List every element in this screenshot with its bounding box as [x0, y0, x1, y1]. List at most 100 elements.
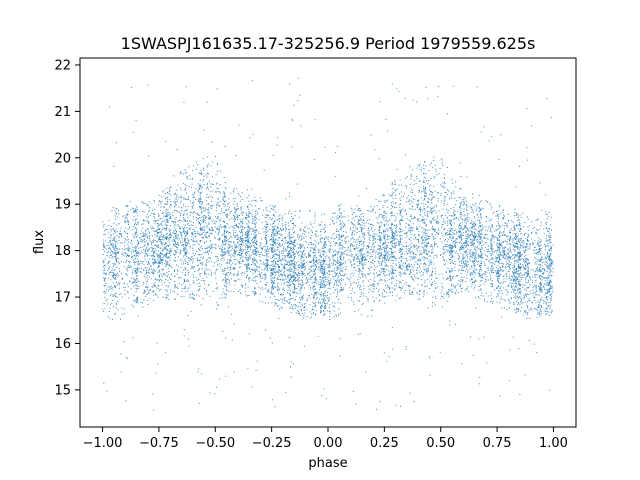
data-point — [111, 210, 113, 212]
data-point — [117, 261, 119, 263]
data-point — [305, 282, 307, 284]
data-point — [357, 258, 359, 260]
data-point — [517, 273, 519, 275]
data-point — [272, 155, 274, 157]
data-point — [166, 262, 168, 264]
data-point — [267, 230, 269, 232]
data-point — [422, 222, 424, 224]
data-point — [293, 244, 295, 246]
data-point — [234, 208, 236, 210]
data-point — [442, 208, 444, 210]
data-point — [357, 334, 359, 336]
data-point — [133, 277, 135, 279]
data-point — [272, 271, 274, 273]
data-point — [300, 292, 302, 294]
data-point — [431, 274, 433, 276]
data-point — [528, 340, 530, 341]
data-point — [242, 239, 244, 241]
data-point — [498, 285, 500, 287]
data-point — [438, 232, 440, 234]
data-point — [540, 278, 542, 280]
data-point — [137, 221, 139, 223]
data-point — [537, 294, 539, 296]
data-point — [341, 251, 343, 253]
data-point — [527, 244, 529, 246]
data-point — [292, 244, 294, 246]
data-point — [273, 215, 275, 217]
data-point — [196, 219, 198, 221]
data-point — [147, 215, 149, 217]
data-point — [513, 303, 515, 305]
data-point — [230, 268, 232, 270]
data-point — [319, 276, 321, 278]
data-point — [341, 289, 343, 291]
data-point — [238, 230, 240, 232]
data-point — [340, 263, 342, 265]
data-point — [197, 214, 199, 216]
data-point — [340, 236, 342, 238]
data-point — [309, 247, 311, 249]
data-point — [327, 267, 329, 269]
data-point — [244, 291, 246, 293]
data-point — [248, 225, 250, 227]
data-point — [471, 220, 473, 222]
data-point — [103, 262, 105, 264]
data-point — [161, 196, 163, 198]
data-point — [242, 242, 244, 244]
data-point — [224, 224, 226, 226]
data-point — [450, 207, 452, 209]
data-point — [301, 284, 303, 286]
data-point — [459, 204, 461, 206]
data-point — [114, 237, 116, 239]
data-point — [411, 218, 413, 220]
data-point — [411, 266, 413, 268]
data-point — [472, 209, 474, 211]
data-point — [523, 268, 525, 270]
data-point — [390, 215, 392, 217]
data-point — [324, 244, 326, 246]
data-point — [549, 247, 551, 249]
data-point — [325, 281, 327, 283]
data-point — [266, 249, 268, 251]
data-point — [182, 244, 184, 246]
data-point — [517, 216, 519, 218]
data-point — [135, 233, 137, 235]
data-point — [104, 277, 106, 279]
data-point — [190, 268, 192, 270]
data-point — [124, 237, 126, 239]
data-point — [189, 200, 191, 202]
data-point — [450, 229, 452, 231]
data-point — [537, 311, 539, 313]
data-point — [504, 222, 506, 224]
data-point — [202, 298, 204, 300]
data-point — [222, 233, 224, 235]
data-point — [343, 210, 345, 212]
data-point — [423, 231, 425, 233]
data-point — [204, 288, 206, 290]
data-point — [197, 260, 199, 262]
data-point — [302, 271, 304, 273]
data-point — [143, 220, 145, 222]
data-point — [229, 254, 231, 256]
data-point — [173, 259, 175, 261]
data-point — [372, 209, 374, 211]
data-point — [540, 250, 542, 252]
data-point — [426, 245, 428, 247]
data-point — [270, 269, 272, 271]
data-point — [211, 228, 213, 230]
data-point — [173, 222, 175, 224]
data-point — [253, 263, 255, 265]
data-point — [470, 286, 472, 288]
data-point — [114, 231, 116, 233]
data-point — [352, 244, 354, 246]
data-point — [528, 276, 530, 278]
data-point — [452, 262, 454, 264]
data-point — [185, 253, 187, 255]
data-point — [316, 297, 318, 299]
data-point — [185, 86, 187, 88]
data-point — [181, 227, 183, 229]
data-point — [245, 212, 247, 214]
data-point — [136, 267, 138, 269]
data-point — [538, 228, 540, 230]
data-point — [478, 265, 480, 267]
